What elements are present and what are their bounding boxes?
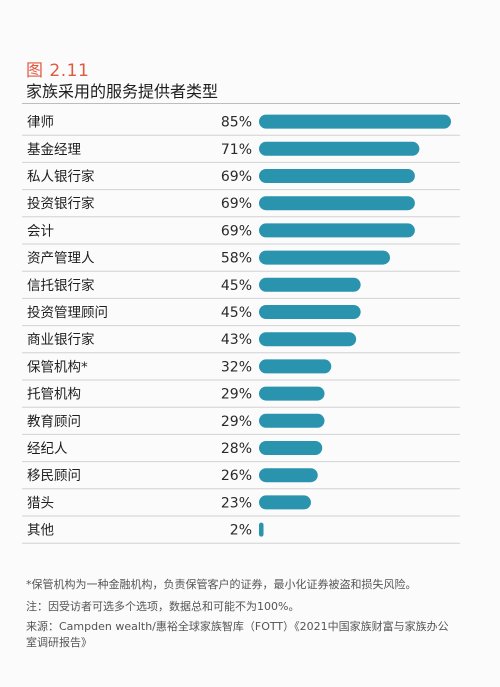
value-label: 29%	[221, 387, 252, 403]
bar	[259, 495, 311, 510]
value-label: 26%	[221, 468, 252, 484]
bar	[259, 441, 323, 455]
category-label: 律师	[27, 115, 54, 131]
value-label: 69%	[221, 196, 252, 212]
bar	[259, 141, 420, 156]
bar	[259, 277, 361, 292]
bar	[259, 386, 325, 401]
value-label: 28%	[221, 441, 252, 457]
bar	[259, 223, 415, 238]
bar	[259, 332, 357, 347]
bar	[259, 522, 264, 537]
category-label: 信托银行家	[27, 277, 95, 294]
value-label: 45%	[221, 278, 252, 294]
top-rule	[22, 103, 460, 104]
value-label: 23%	[221, 495, 252, 511]
value-label: 29%	[221, 414, 252, 430]
category-label: 保管机构*	[27, 359, 88, 375]
category-label: 教育顾问	[27, 414, 81, 430]
category-label: 猎头	[27, 495, 54, 511]
value-label: 2%	[230, 523, 252, 539]
value-label: 69%	[221, 169, 252, 185]
value-label: 58%	[221, 251, 252, 267]
category-label: 移民顾问	[27, 468, 81, 484]
bar	[259, 468, 318, 483]
category-label: 基金经理	[27, 141, 81, 158]
footnote-text: *保管机构为一种金融机构，负责保管客户的证券，最小化证券被盗和损失风险。	[26, 578, 417, 591]
bar	[259, 413, 325, 428]
value-label: 69%	[221, 223, 252, 239]
category-label: 资产管理人	[27, 251, 95, 267]
bar	[259, 196, 415, 211]
value-label: 43%	[221, 332, 252, 348]
category-label: 经纪人	[27, 441, 68, 457]
category-label: 商业银行家	[27, 331, 95, 348]
figure-number: 图 2.11	[26, 61, 90, 81]
bar	[259, 250, 391, 265]
value-label: 85%	[221, 115, 252, 131]
category-label: 投资银行家	[27, 195, 95, 212]
bar	[259, 169, 415, 183]
value-label: 32%	[221, 359, 252, 375]
bar-chart: 律师 85% 基金经理 71% 私人银行家 69% 投资银行家 69% 会计 69% 资产管理人 58…	[22, 114, 460, 544]
figure-title: 家族采用的服务提供者类型	[26, 82, 219, 101]
category-label: 其他	[27, 523, 54, 539]
note-text: 注：因受访者可选多个选项，数据总和可能不为100%。	[26, 600, 300, 613]
category-label: 投资管理顾问	[27, 305, 108, 321]
bar	[259, 114, 451, 129]
category-label: 会计	[27, 223, 54, 239]
category-label: 私人银行家	[27, 168, 95, 185]
bar	[259, 305, 361, 319]
value-label: 45%	[221, 305, 252, 321]
notes-block: *保管机构为一种金融机构，负责保管客户的证券，最小化证券被盗和损失风险。 注：因…	[26, 577, 456, 655]
source-text: 来源：Campden wealth/惠裕全球家族智库（FOTT）《2021中国家…	[26, 620, 449, 649]
value-label: 71%	[221, 142, 252, 158]
bar	[259, 359, 332, 374]
category-label: 托管机构	[27, 387, 81, 403]
